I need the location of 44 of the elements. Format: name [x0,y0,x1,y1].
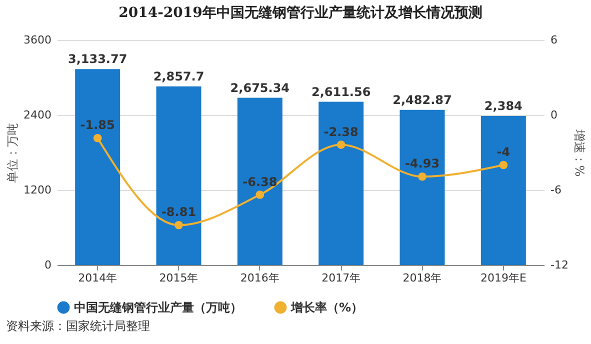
y2-tick-label: 0 [550,108,558,122]
data-label: 3,133.77 [68,52,128,66]
y-axis-title: 单位：万吨 [6,123,20,183]
bar [480,116,526,265]
point [336,140,346,149]
point [418,172,426,181]
data-label: -8.81 [161,205,196,220]
y-tick-label: 2400 [24,108,52,122]
data-label: -2.38 [324,124,358,139]
data-label: 2,857.7 [153,69,204,84]
point [93,134,102,142]
bar [318,102,364,265]
x-tick-label: 2017年 [322,272,361,284]
point [256,190,264,199]
y2-tick-label: -12 [550,258,568,272]
point [499,160,508,170]
x-tick-label: 2016年 [240,272,280,284]
y2-axis-title: 增速：% [572,128,586,177]
x-tick-label: 2018年 [402,272,442,284]
y2-tick-label: -6 [550,184,562,196]
data-label: 2,675.34 [230,80,290,95]
data-label: -4.93 [404,156,440,171]
bar [156,86,202,265]
legend-label: 增长率（%） [290,300,364,315]
data-label: -6.38 [242,174,278,189]
y-tick-label: 1200 [24,184,52,196]
data-label: -1.85 [80,118,115,132]
text: 资料来源：国家统计局整理 [6,318,151,335]
chart-title: 2014-2019年中国无缝钢管行业产量统计及增长情况预测 [118,4,482,21]
data-label: -4 [496,145,510,159]
data-label: 2,611.56 [311,84,371,99]
data-label: 2,482.87 [392,92,452,107]
x-tick-label: 2014年 [78,272,118,284]
y2-tick-label: 6 [550,34,558,46]
point [174,220,183,230]
legend-label: 中国无缝钢管行业产量（万吨） [74,300,242,315]
data-label: 2,384 [484,99,522,113]
bar [237,98,282,265]
y-tick-label: 3600 [24,34,52,46]
x-tick-label: 2015年 [159,272,198,284]
bar [400,110,445,265]
bar [75,69,120,265]
y-tick-label: 0 [44,258,52,272]
x-tick-label: 2019年E [480,272,526,284]
